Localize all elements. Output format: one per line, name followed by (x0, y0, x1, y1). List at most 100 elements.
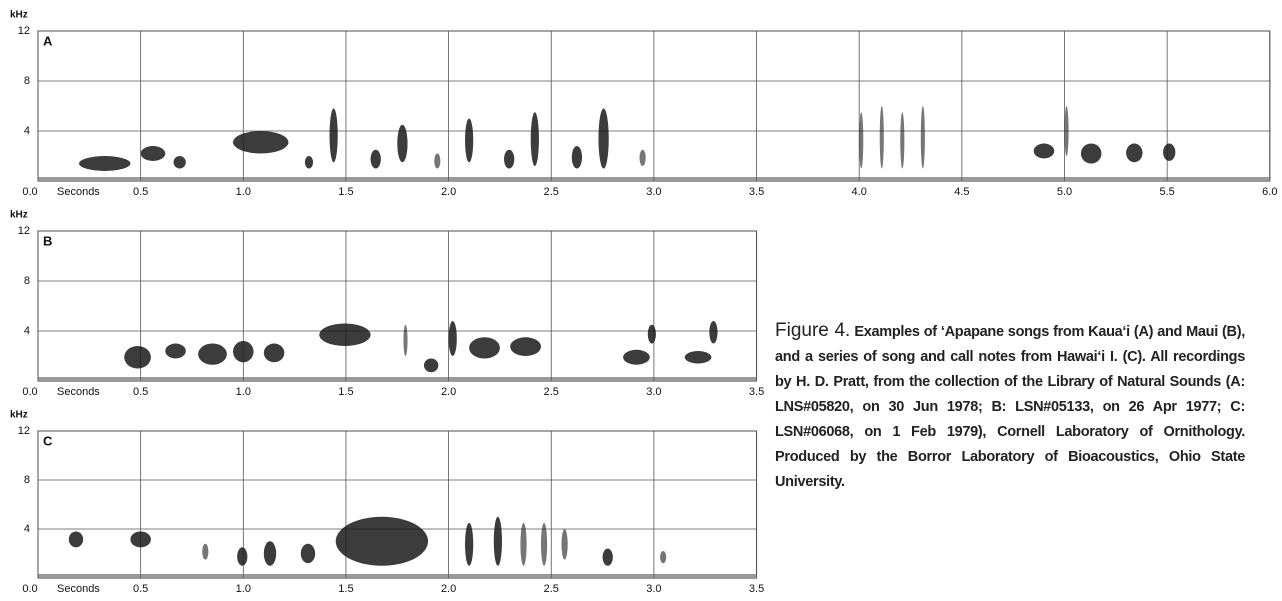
x-tick-label: 2.5 (544, 386, 559, 398)
note (130, 531, 151, 548)
note (639, 149, 646, 166)
x-tick-label: 0.5 (133, 583, 148, 595)
note (709, 321, 718, 344)
x-tick-label: 2.0 (441, 386, 456, 398)
note (233, 341, 254, 363)
note (202, 543, 209, 560)
y-tick-label: 8 (24, 474, 30, 486)
note (1163, 143, 1176, 161)
noise-band (38, 377, 757, 381)
caption: Figure 4. Examples of ‘Apapane songs fro… (775, 318, 1245, 495)
note (237, 547, 248, 566)
x-tick-label: 3.0 (646, 386, 661, 398)
note (561, 529, 568, 560)
note (602, 548, 613, 566)
x-tick-label: 1.5 (338, 386, 353, 398)
note (434, 153, 441, 169)
note (304, 156, 314, 169)
y-tick-label: 8 (24, 75, 30, 87)
note (198, 343, 227, 365)
note (520, 522, 527, 566)
note (504, 149, 515, 169)
figure-label: Figure 4. (775, 320, 851, 341)
note (660, 551, 667, 564)
x-tick-label: 2.5 (544, 186, 559, 198)
note (370, 149, 381, 169)
note (329, 108, 338, 163)
note (263, 343, 285, 363)
panel-label: C (43, 433, 53, 448)
panel-label: A (43, 33, 53, 48)
x-unit: Seconds (57, 583, 100, 595)
y-tick-label: 8 (24, 275, 30, 287)
note (465, 118, 474, 163)
note (530, 112, 539, 166)
x-tick-label: 1.0 (236, 186, 251, 198)
note (263, 541, 277, 566)
note (124, 346, 151, 369)
note (647, 324, 656, 344)
caption-text: Examples of ‘Apapane songs from Kaua‘i (… (775, 324, 1245, 490)
note (1064, 106, 1069, 156)
note (859, 112, 864, 169)
note (335, 516, 429, 566)
note (510, 337, 541, 356)
x-tick-label: 4.5 (954, 186, 969, 198)
note (598, 108, 609, 169)
x-tick-label: 3.5 (749, 386, 764, 398)
y-unit: kHz (10, 410, 28, 421)
x-tick-label: 1.5 (338, 583, 353, 595)
x-tick-label: 3.5 (749, 186, 764, 198)
x-tick-label: 4.0 (852, 186, 867, 198)
note (493, 516, 502, 566)
note (233, 131, 289, 154)
note (623, 349, 650, 365)
note (79, 156, 131, 171)
y-tick-label: 12 (18, 425, 30, 437)
x-unit: Seconds (57, 186, 100, 198)
noise-band (38, 574, 757, 578)
note (68, 531, 84, 548)
x-tick-label: 0.5 (133, 186, 148, 198)
x-tick-label: 0.0 (22, 583, 37, 595)
note (900, 112, 905, 169)
x-tick-label: 1.0 (236, 386, 251, 398)
x-tick-label: 3.0 (646, 186, 661, 198)
note (165, 343, 186, 359)
y-unit: kHz (10, 10, 28, 21)
x-unit: Seconds (57, 386, 100, 398)
note (465, 522, 474, 566)
x-tick-label: 0.0 (22, 386, 37, 398)
note (1033, 143, 1055, 159)
panel-label: B (43, 233, 52, 248)
x-tick-label: 0.5 (133, 386, 148, 398)
y-unit: kHz (10, 210, 28, 221)
x-tick-label: 3.0 (646, 583, 661, 595)
note (469, 337, 500, 359)
x-tick-label: 5.0 (1057, 186, 1072, 198)
x-tick-label: 6.0 (1262, 186, 1277, 198)
x-tick-label: 2.5 (544, 583, 559, 595)
y-tick-label: 12 (18, 225, 30, 237)
note (300, 543, 316, 564)
note (540, 522, 548, 566)
y-tick-label: 4 (24, 125, 30, 137)
note (448, 321, 457, 356)
note (423, 358, 439, 373)
y-tick-label: 4 (24, 523, 30, 535)
y-tick-label: 12 (18, 25, 30, 37)
x-tick-label: 1.0 (236, 583, 251, 595)
x-tick-label: 2.0 (441, 186, 456, 198)
note (397, 124, 408, 163)
note (173, 156, 186, 169)
x-tick-label: 3.5 (749, 583, 764, 595)
note (140, 146, 166, 161)
note (319, 323, 371, 346)
x-tick-label: 2.0 (441, 583, 456, 595)
x-tick-label: 5.5 (1160, 186, 1175, 198)
note (571, 146, 583, 169)
x-tick-label: 1.5 (338, 186, 353, 198)
note (403, 324, 408, 356)
